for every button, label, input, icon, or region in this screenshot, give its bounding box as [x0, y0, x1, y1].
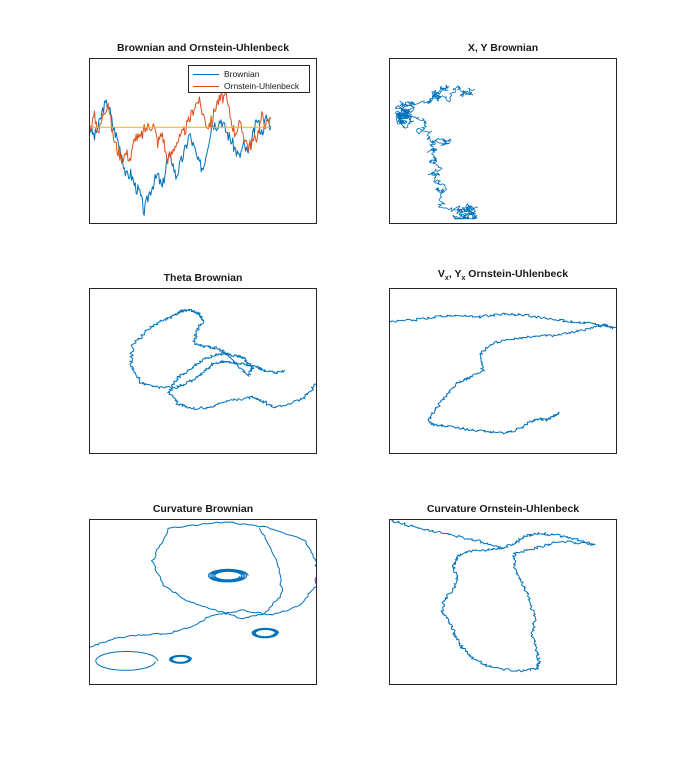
plot-curvature-brownian — [90, 521, 316, 671]
plot-theta-brownian — [129, 308, 316, 411]
axes-xy-brownian — [389, 58, 617, 224]
legend-swatch-ou — [193, 85, 219, 87]
chart-title-curvature-brownian: Curvature Brownian — [152, 503, 254, 515]
series-loop-3 — [95, 650, 159, 671]
chart-title-xy-brownian: X, Y Brownian — [467, 42, 539, 54]
series-walk-xy — [395, 84, 479, 220]
chart-title-theta-brownian: Theta Brownian — [163, 272, 243, 284]
series-line-brownian — [90, 99, 272, 216]
legend-swatch-brownian — [193, 73, 219, 75]
legend-label-brownian: Brownian — [224, 69, 260, 79]
title-ou: Ornstein-Uhlenbeck — [465, 268, 569, 280]
series-loop-1 — [251, 627, 280, 639]
legend-entry-brownian: Brownian — [193, 68, 305, 80]
legend-label-ou: Ornstein-Uhlenbeck — [224, 81, 300, 91]
title-sub-x1: x — [444, 275, 449, 283]
chart-title-vx-yx-ou: Vx, Yx Ornstein-Uhlenbeck — [438, 268, 568, 282]
series-curve-curv-brownian — [90, 521, 316, 648]
plot-curvature-ou — [390, 520, 596, 673]
title-y: , Y — [448, 268, 462, 280]
axes-curvature-brownian — [89, 519, 317, 685]
series-loop-0 — [207, 568, 249, 583]
series-curve-theta — [129, 308, 316, 411]
series-loop-2 — [169, 654, 193, 664]
title-sub-x2: x — [461, 275, 466, 283]
series-line-ornstein-uhlenbeck — [90, 89, 272, 165]
chart-title-brownian-ou: Brownian and Ornstein-Uhlenbeck — [116, 42, 290, 54]
legend-entry-ou: Ornstein-Uhlenbeck — [193, 80, 305, 92]
plot-vx-yx-ou — [390, 312, 616, 435]
chart-title-curvature-ou: Curvature Ornstein-Uhlenbeck — [426, 503, 580, 515]
axes-vx-yx-ou — [389, 288, 617, 454]
plot-brownian-ou — [90, 89, 272, 216]
plot-xy-brownian — [395, 84, 479, 220]
title-v: V — [437, 268, 445, 280]
axes-curvature-ou — [389, 519, 617, 685]
series-curve-ou — [390, 312, 616, 435]
legend: Brownian Ornstein-Uhlenbeck — [188, 65, 310, 93]
axes-theta-brownian — [89, 288, 317, 454]
series-curve-curv-ou — [390, 520, 596, 673]
